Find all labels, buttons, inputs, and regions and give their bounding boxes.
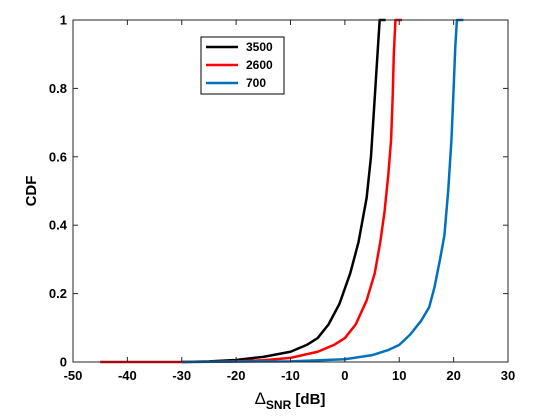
legend-label-3500: 3500 (246, 40, 273, 54)
y-tick-label: 0.2 (49, 286, 67, 301)
legend-label-700: 700 (246, 76, 266, 90)
x-axis-title-subscript: SNR (266, 398, 292, 412)
plot-area (73, 20, 508, 362)
x-tick-label: -50 (64, 368, 83, 383)
legend-label-2600: 2600 (246, 58, 273, 72)
x-tick-label: 10 (392, 368, 406, 383)
legend: 3500 2600 700 (200, 36, 285, 95)
y-axis-title: CDF (23, 176, 40, 207)
y-tick-label: 0.8 (49, 81, 67, 96)
x-tick-label: -10 (281, 368, 300, 383)
x-tick-label: 30 (501, 368, 515, 383)
y-tick-label: 0.6 (49, 149, 67, 164)
ticks-layer: -50 -40 -30 -20 -10 0 10 20 30 0 0.2 0.4 0.6 0.8 1 (49, 13, 515, 384)
x-tick-label: -20 (227, 368, 246, 383)
series-line-3500 (181, 18, 386, 364)
y-tick-label: 0.4 (49, 218, 68, 233)
x-tick-label: 0 (341, 368, 348, 383)
y-tick-label: 1 (60, 13, 67, 28)
x-tick-label: -40 (118, 368, 137, 383)
x-axis-title-delta: Δ (255, 389, 266, 408)
x-tick-label: 20 (446, 368, 460, 383)
x-axis-title: ΔSNR [dB] (255, 389, 326, 412)
y-tick-label: 0 (60, 355, 67, 370)
x-axis-title-unit: [dB] (291, 391, 325, 408)
x-tick-label: -30 (172, 368, 191, 383)
